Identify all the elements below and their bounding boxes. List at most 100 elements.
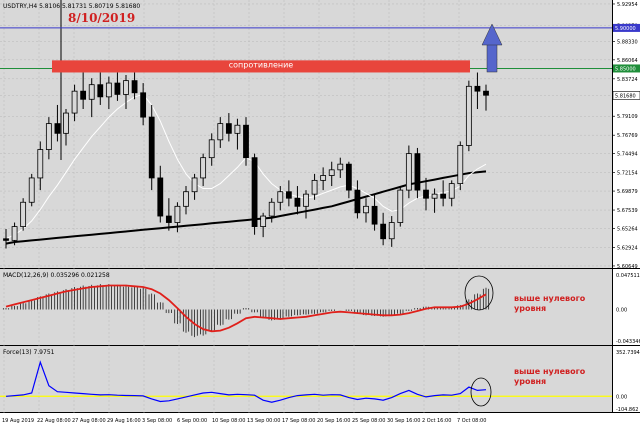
- macd-tick-label: -0.043346: [616, 339, 640, 345]
- date-note: 8/10/2019: [68, 11, 135, 25]
- time-tick-label: 10 Sep 08:00: [212, 418, 245, 424]
- candle: [388, 216, 395, 247]
- time-axis-labels: 19 Aug 2019 22 Aug 08:00 27 Aug 08:00 29 Au…: [2, 418, 486, 424]
- tag-5-90000-box: [613, 23, 640, 32]
- force-panel: [0, 346, 612, 413]
- resistance-label: сопротивление: [229, 60, 294, 69]
- price-tick-label: 5.62924: [617, 245, 638, 251]
- force-tick-label: -104.862: [616, 407, 638, 413]
- time-tick-label: 25 Sep 08:00: [352, 418, 385, 424]
- candle: [105, 76, 112, 110]
- macd-signal-line: [5, 284, 487, 333]
- candle: [337, 157, 344, 178]
- candle: [431, 188, 438, 213]
- candle: [363, 198, 369, 223]
- macd-histogram: [2, 284, 490, 338]
- price-tick-label: 5.88330: [617, 39, 638, 45]
- time-tick-label: 13 Sep 00:00: [247, 418, 280, 424]
- candle: [328, 161, 335, 187]
- candle: [97, 72, 104, 105]
- time-tick-label: 27 Aug 08:00: [72, 418, 106, 424]
- candle: [251, 153, 258, 235]
- candle: [354, 180, 361, 219]
- price-tick-label: 5.72154: [617, 171, 638, 177]
- macd-title: MACD(12,26,9) 0.035296 0.021258: [3, 272, 110, 279]
- time-tick-label: 22 Aug 08:00: [37, 418, 71, 424]
- candle: [114, 72, 121, 101]
- candle: [345, 161, 352, 199]
- macd-highlight-circle: [464, 275, 494, 311]
- price-tick-label: 5.60649: [617, 264, 638, 270]
- candle: [200, 153, 207, 187]
- candle: [483, 84, 489, 111]
- time-tick-label: 20 Sep 16:00: [317, 418, 350, 424]
- tag-5-90000: 5.90000: [615, 26, 636, 32]
- candle: [285, 180, 292, 207]
- force-title: Force(13) 7.9751: [3, 349, 55, 356]
- candle: [174, 202, 181, 233]
- force-annotation-line2: уровня: [514, 377, 546, 386]
- candle: [157, 165, 164, 223]
- candle: [380, 212, 387, 246]
- macd-axis-labels: 0.047511 0.00 -0.043346: [616, 273, 640, 345]
- candle: [28, 173, 35, 207]
- candle: [465, 80, 472, 152]
- time-tick-label: 7 Oct 08:00: [457, 418, 486, 424]
- price-tick-label: 5.69879: [617, 189, 638, 195]
- force-line: [0, 360, 612, 403]
- symbol-header: USDTRY,H4 5.8106 5.81731 5.80719 5.81680: [3, 3, 140, 10]
- macd-panel: [0, 269, 612, 345]
- macd-annotation-line2: уровня: [514, 304, 546, 313]
- time-tick-label: 29 Aug 16:00: [107, 418, 141, 424]
- time-tick-label: 17 Sep 08:00: [282, 418, 315, 424]
- candle: [423, 177, 429, 211]
- candle: [63, 109, 69, 146]
- candle: [54, 104, 61, 142]
- candle: [268, 198, 275, 223]
- candle: [371, 194, 378, 231]
- candle: [37, 141, 44, 191]
- price-panel: [0, 0, 612, 268]
- time-tick-label: 30 Sep 16:00: [387, 418, 420, 424]
- candle: [440, 180, 447, 207]
- candle: [71, 84, 78, 122]
- candle: [260, 212, 267, 238]
- price-tags: 5.90000 5.85000 5.81680: [612, 23, 640, 100]
- time-tick-label: 3 Sep 08:00: [142, 418, 172, 424]
- candle: [474, 72, 481, 110]
- resistance-zone: [52, 60, 470, 73]
- price-tick-label: 5.74494: [617, 152, 638, 158]
- macd-tick-label: 0.047511: [616, 273, 640, 279]
- tag-current-price-box: [612, 91, 640, 100]
- price-tick-label: 5.92954: [617, 2, 638, 8]
- candle: [20, 198, 27, 231]
- price-tick-label: 5.67539: [617, 208, 638, 214]
- candle: [243, 117, 249, 166]
- candle: [88, 78, 95, 118]
- candle: [320, 167, 327, 191]
- candle: [131, 72, 138, 100]
- candle: [277, 186, 284, 211]
- force-tick-label: 0.00: [616, 394, 627, 400]
- candle: [414, 147, 421, 199]
- candle: [123, 74, 129, 110]
- candle: [208, 133, 215, 166]
- candle: [225, 113, 232, 142]
- force-path: [5, 360, 487, 403]
- macd-signal-path: [5, 284, 487, 333]
- candle: [191, 173, 198, 200]
- macd-tick-label: 0.00: [616, 308, 627, 314]
- candle: [11, 222, 18, 246]
- force-annotation-line1: выше нулевого: [514, 367, 586, 376]
- candle: [303, 190, 309, 219]
- candle: [3, 229, 9, 249]
- bottom-axis: [0, 413, 640, 427]
- candle: [140, 83, 147, 126]
- force-highlight-circle: [470, 377, 492, 407]
- candle: [234, 118, 241, 150]
- macd-annotation-line1: выше нулевого: [514, 294, 586, 303]
- candle: [397, 186, 404, 227]
- time-tick-label: 19 Aug 2019: [2, 418, 34, 424]
- tag-5-85000-box: [613, 64, 640, 73]
